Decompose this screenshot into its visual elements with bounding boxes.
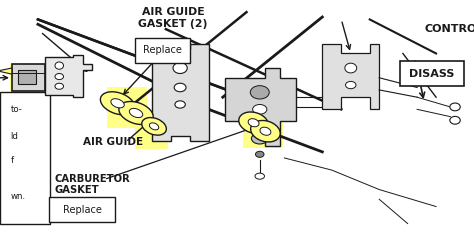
Ellipse shape [260, 127, 271, 135]
Ellipse shape [129, 108, 143, 118]
Polygon shape [12, 64, 45, 91]
Ellipse shape [174, 83, 186, 92]
Polygon shape [225, 68, 296, 146]
Polygon shape [45, 55, 92, 97]
Ellipse shape [253, 104, 267, 114]
Ellipse shape [250, 86, 269, 99]
Text: CARBURETOR
GASKET: CARBURETOR GASKET [55, 174, 130, 195]
Bar [135, 117, 168, 149]
Ellipse shape [100, 92, 135, 115]
Ellipse shape [149, 123, 159, 130]
Bar [400, 61, 464, 86]
Text: Replace: Replace [143, 45, 182, 55]
Ellipse shape [255, 151, 264, 157]
Ellipse shape [239, 112, 268, 133]
Text: AIR GUIDE: AIR GUIDE [83, 137, 143, 147]
Ellipse shape [111, 99, 124, 108]
Ellipse shape [55, 73, 64, 79]
Ellipse shape [255, 173, 264, 179]
Polygon shape [152, 44, 209, 141]
Ellipse shape [450, 103, 460, 111]
Ellipse shape [251, 133, 268, 144]
Ellipse shape [142, 118, 166, 135]
Ellipse shape [119, 102, 153, 124]
Bar [18, 70, 36, 84]
Bar [135, 38, 190, 63]
Text: AIR GUIDE
GASKET (2): AIR GUIDE GASKET (2) [138, 7, 208, 29]
Ellipse shape [346, 81, 356, 89]
Ellipse shape [55, 62, 64, 69]
Text: wn.: wn. [10, 192, 26, 201]
Text: to-: to- [10, 105, 22, 114]
Polygon shape [322, 44, 379, 109]
Text: DISASS: DISASS [409, 69, 454, 78]
Bar [243, 111, 283, 148]
Polygon shape [0, 68, 12, 74]
Ellipse shape [55, 83, 64, 89]
Ellipse shape [173, 63, 187, 74]
Ellipse shape [345, 63, 356, 73]
Ellipse shape [175, 101, 185, 108]
Text: CONTRO: CONTRO [424, 24, 474, 34]
Ellipse shape [248, 119, 259, 127]
Bar [10, 64, 51, 98]
Bar [0, 92, 50, 224]
Bar [107, 87, 147, 128]
Text: f: f [10, 156, 14, 165]
Bar [49, 197, 115, 222]
Text: Replace: Replace [63, 205, 101, 215]
Ellipse shape [450, 116, 460, 124]
Ellipse shape [251, 121, 280, 142]
Text: ld: ld [10, 131, 18, 141]
